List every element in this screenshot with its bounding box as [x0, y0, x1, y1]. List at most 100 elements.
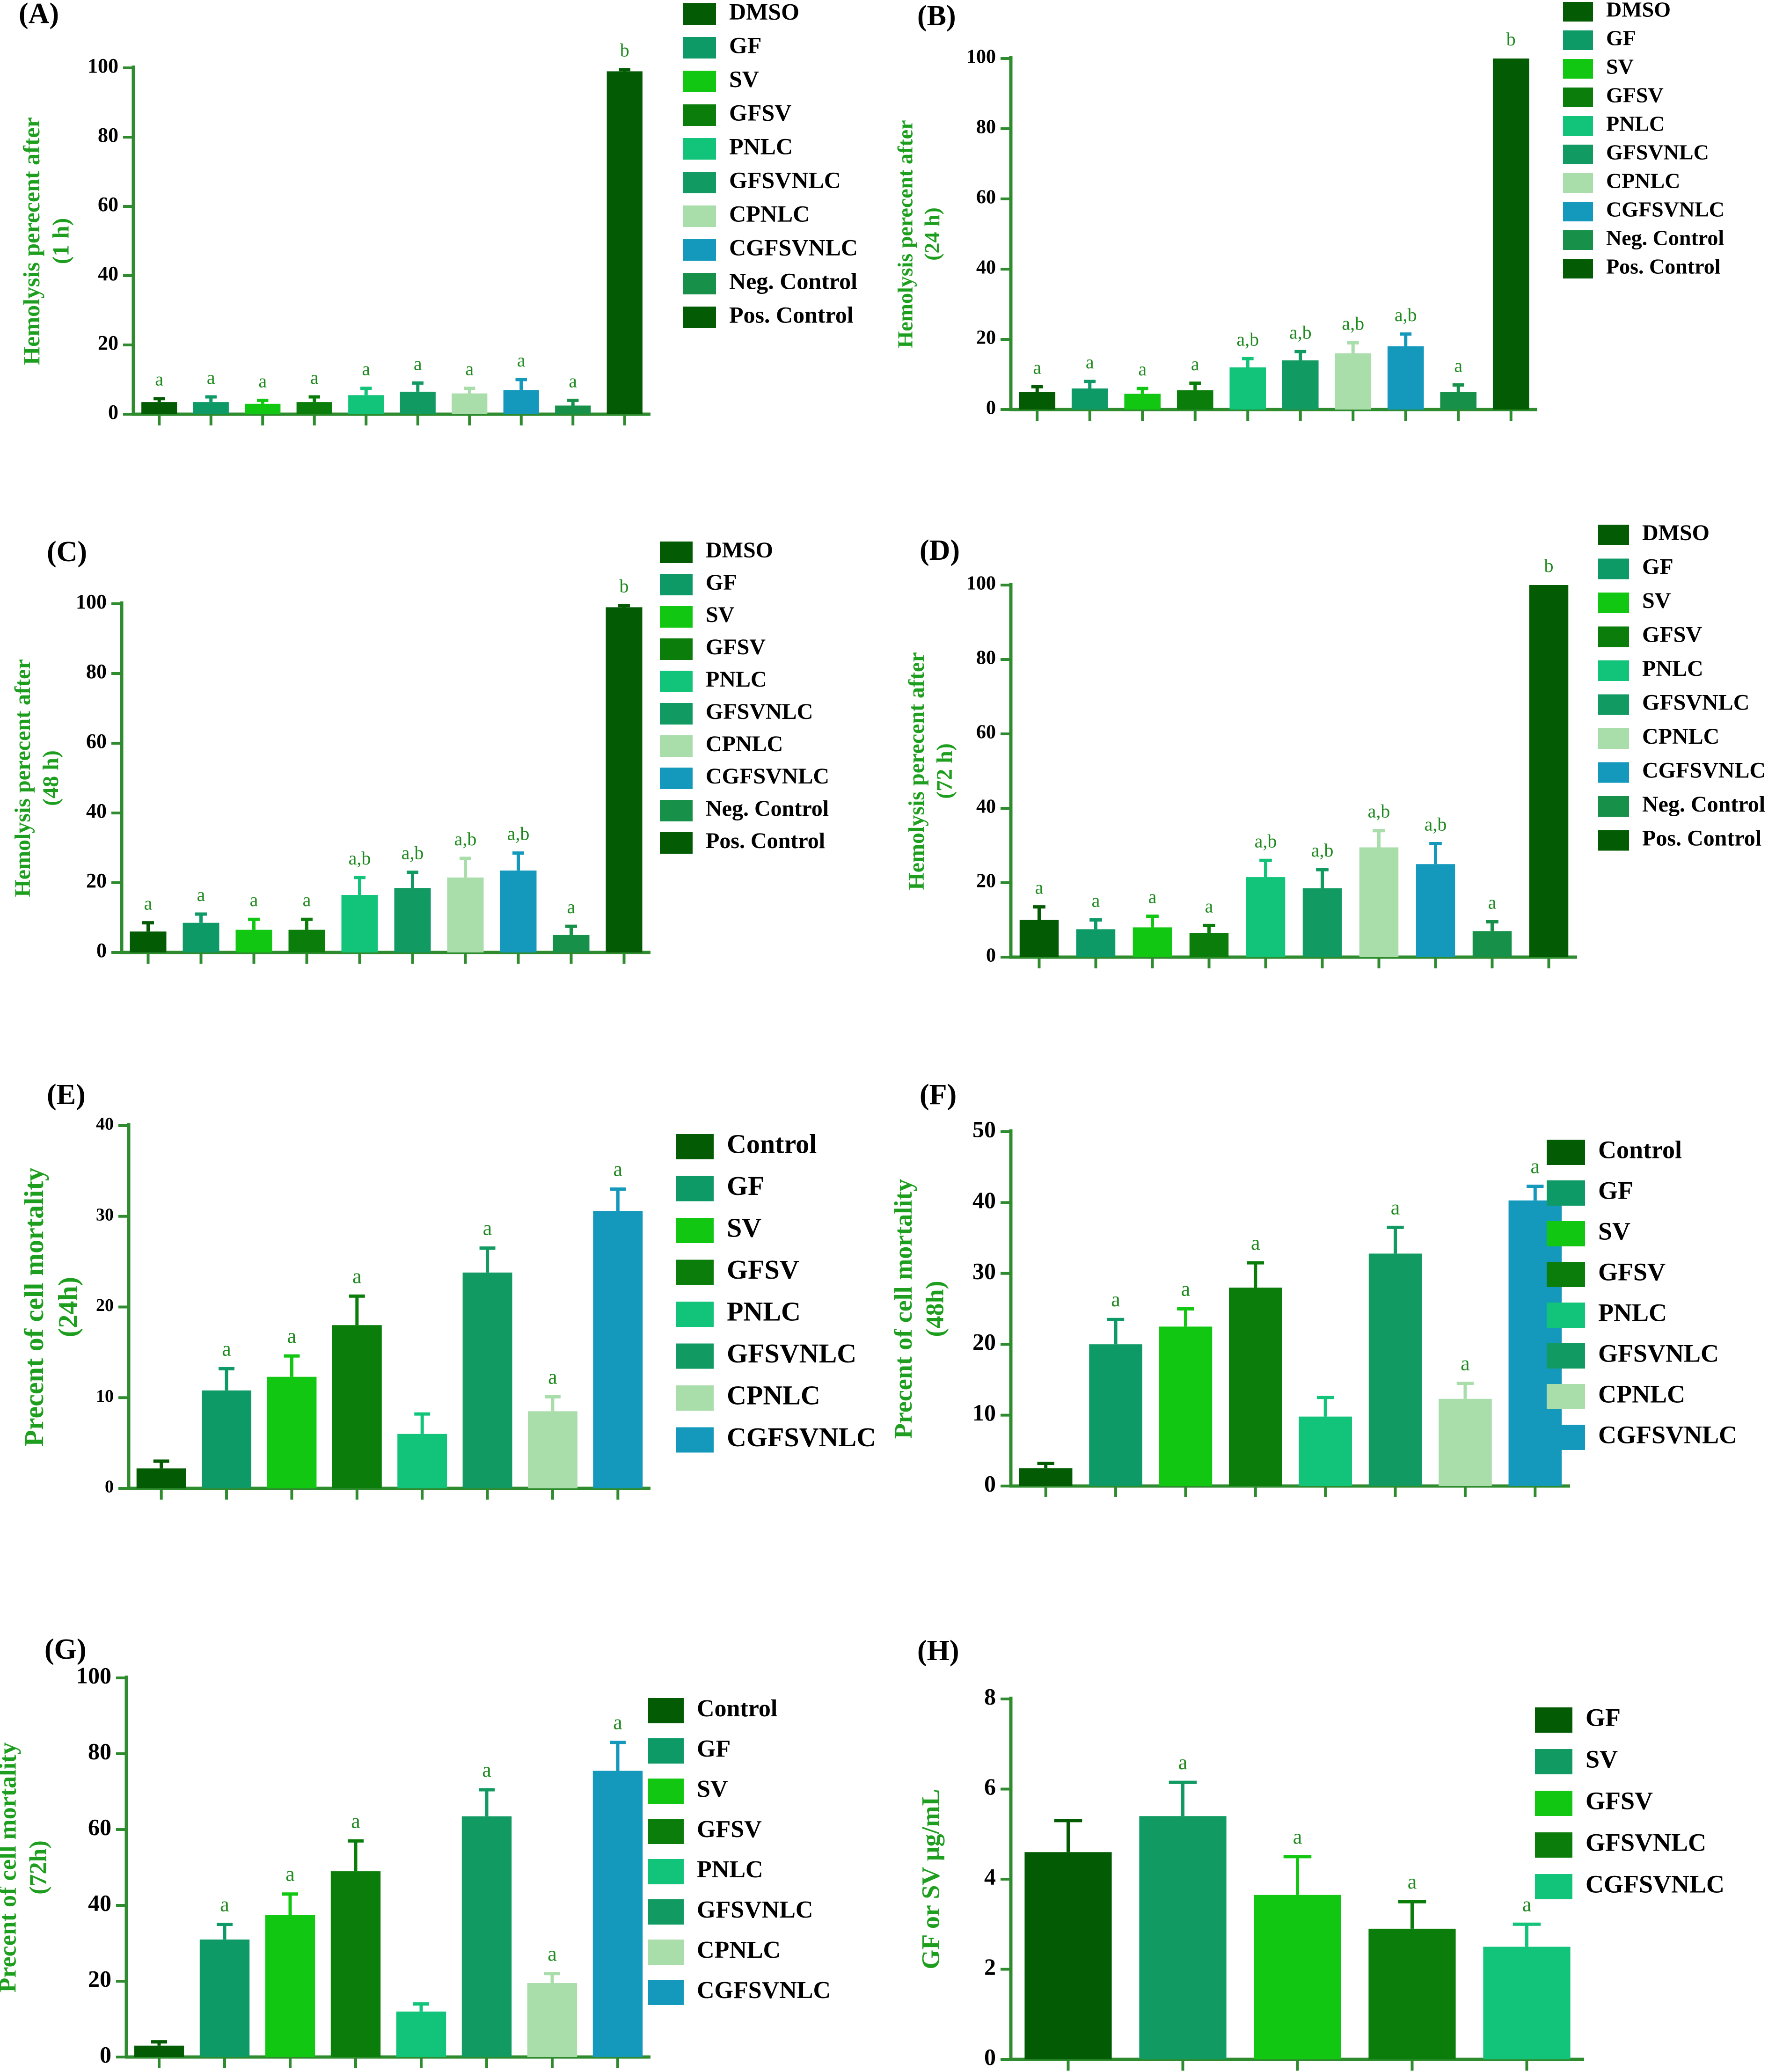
significance-letter: a	[567, 896, 576, 917]
bar-sv	[1133, 927, 1172, 957]
legend-swatch	[1547, 1262, 1585, 1287]
legend-label: SV	[727, 1212, 761, 1243]
chart-panel-a: (A) Hemolysis perecent after (1 h) 0 20 40 60 8…	[18, 0, 858, 425]
significance-letter: a,b	[1342, 313, 1364, 334]
chart-panel-e: (E) Precent of cell mortality (24h) 0 10 20 30…	[19, 1079, 876, 1500]
bar-sv	[265, 1915, 315, 2057]
bar-control	[1019, 1468, 1073, 1486]
y-tick-label: 100	[966, 573, 996, 594]
significance-letter: a	[1111, 1288, 1120, 1311]
y-tick-label: 60	[976, 722, 996, 743]
significance-letter: a	[144, 893, 153, 914]
bar-gfsv	[332, 1325, 382, 1488]
legend-swatch	[1547, 1180, 1585, 1206]
y-tick-label: 0	[105, 1477, 114, 1497]
legend-label: PNLC	[1598, 1298, 1667, 1326]
legend-swatch	[1563, 145, 1593, 164]
y-tick-label: 0	[108, 401, 118, 424]
legend-label: Control	[697, 1695, 777, 1722]
bar-pnlc	[348, 395, 384, 414]
y-tick-label: 10	[972, 1399, 996, 1426]
bar-sv	[1124, 394, 1161, 410]
legend-swatch	[676, 1176, 714, 1201]
y-tick-label: 40	[96, 1114, 114, 1134]
significance-letter: a	[569, 370, 577, 391]
bar-gfsvnlc	[394, 888, 431, 952]
bar-gfsv	[288, 930, 325, 952]
bar-gf	[183, 923, 219, 952]
y-tick-label: 4	[984, 1863, 996, 1889]
legend-swatch	[683, 3, 716, 25]
significance-letter: a	[1033, 357, 1041, 378]
y-tick-label: 40	[98, 262, 118, 285]
legend-label: CGFSVNLC	[697, 1977, 831, 2004]
bar-cgfsvnlc	[1387, 346, 1424, 410]
legend-swatch	[1547, 1425, 1585, 1450]
legend-swatch	[683, 172, 716, 193]
bar-sv	[1159, 1326, 1213, 1486]
legend-label: DMSO	[706, 538, 773, 563]
y-tick-label: 100	[88, 54, 118, 77]
y-tick-label: 20	[976, 327, 996, 349]
bar-pnlc	[1299, 1416, 1352, 1486]
legend-label: Control	[727, 1128, 817, 1159]
significance-letter: a	[613, 1711, 622, 1734]
y-tick-label: 40	[976, 257, 996, 278]
legend-label: DMSO	[1642, 520, 1710, 545]
legend-label: SV	[1606, 55, 1634, 79]
y-tick-label: 0	[984, 1470, 996, 1496]
chart-panel-c: (C) Hemolysis perecent after (48 h) 0 20 40 60…	[10, 536, 829, 964]
bar-neg-control	[553, 935, 590, 952]
panel-label: (B)	[917, 0, 956, 32]
legend-label: GFSVNLC	[706, 699, 813, 724]
panel-label: (H)	[917, 1635, 959, 1667]
y-tick-label: 0	[984, 2043, 996, 2070]
significance-letter: a,b	[1255, 830, 1277, 851]
y-tick-label: 2	[984, 1954, 996, 1980]
significance-letter: a	[222, 1337, 231, 1360]
significance-letter: a	[1191, 353, 1199, 374]
legend-label: Neg. Control	[1642, 792, 1765, 817]
legend-label: CGFSVNLC	[1586, 1870, 1725, 1898]
significance-letter: a	[1092, 890, 1100, 911]
legend-swatch	[1598, 558, 1629, 579]
legend-label: DMSO	[1606, 0, 1671, 22]
y-tick-label: 20	[88, 1965, 111, 1991]
y-tick-label: 40	[976, 796, 996, 818]
legend-label: PNLC	[1642, 656, 1703, 681]
y-tick-label: 0	[100, 2041, 111, 2067]
significance-letter: a,b	[1368, 801, 1390, 822]
significance-letter: a	[483, 1217, 492, 1240]
legend-label: PNLC	[1606, 112, 1665, 136]
legend-swatch	[1535, 1791, 1572, 1816]
significance-letter: b	[1506, 29, 1516, 50]
y-tick-label: 8	[984, 1683, 996, 1709]
legend-label: CPNLC	[1606, 169, 1680, 193]
legend-label: PNLC	[727, 1296, 801, 1326]
y-tick-label: 100	[76, 1662, 111, 1688]
legend-swatch	[660, 768, 693, 789]
y-tick-label: 60	[86, 730, 107, 753]
legend-swatch	[676, 1343, 714, 1369]
legend-label: GFSV	[727, 1254, 799, 1285]
legend-label: CPNLC	[1642, 724, 1719, 749]
legend-label: Pos. Control	[729, 301, 854, 328]
legend-label: DMSO	[729, 0, 799, 24]
bar-gf	[1076, 929, 1116, 957]
significance-letter: a	[548, 1942, 557, 1965]
significance-letter: a,b	[1395, 304, 1417, 325]
bar-neg-control	[1440, 392, 1477, 410]
legend-swatch	[660, 735, 693, 757]
y-axis-label: GF or SV μg/mL	[917, 1789, 945, 1969]
bar-gf	[1071, 388, 1108, 410]
significance-letter: a	[1408, 1870, 1417, 1893]
y-axis-label: (24 h)	[920, 207, 944, 261]
legend-swatch	[1598, 525, 1629, 545]
bar-pnlc	[1229, 367, 1266, 410]
y-tick-label: 20	[976, 871, 996, 892]
significance-letter: a	[287, 1325, 297, 1347]
y-tick-label: 10	[96, 1386, 114, 1406]
y-tick-label: 20	[96, 1296, 114, 1315]
significance-letter: a	[517, 350, 526, 371]
